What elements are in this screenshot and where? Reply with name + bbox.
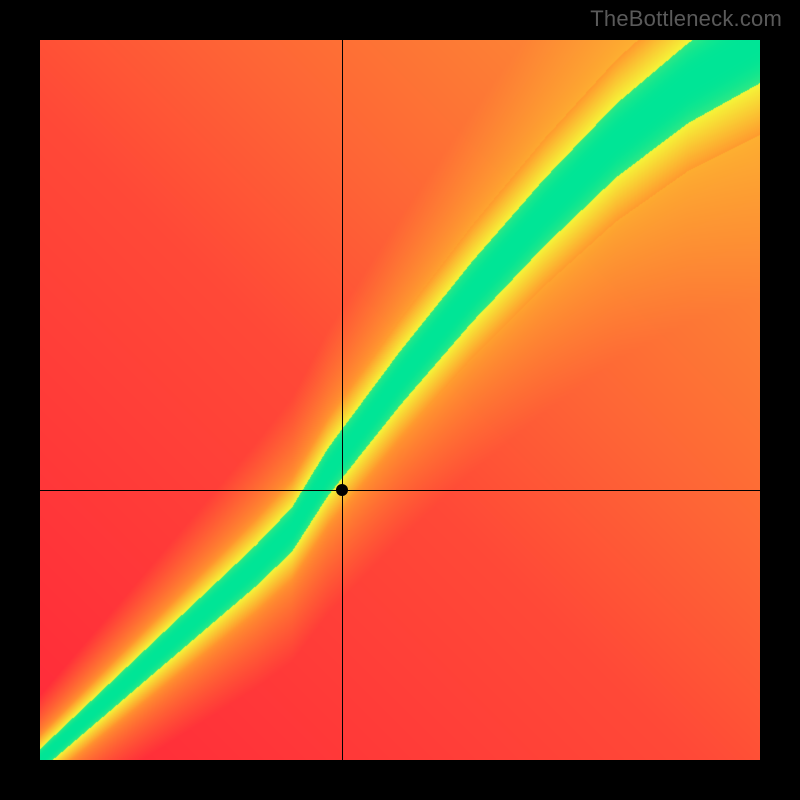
- crosshair-horizontal: [40, 490, 760, 491]
- watermark-text: TheBottleneck.com: [590, 6, 782, 32]
- root-container: TheBottleneck.com: [0, 0, 800, 800]
- heatmap-canvas: [40, 40, 760, 760]
- crosshair-vertical: [342, 40, 343, 760]
- heatmap-plot-area: [40, 40, 760, 760]
- data-point-marker: [336, 484, 348, 496]
